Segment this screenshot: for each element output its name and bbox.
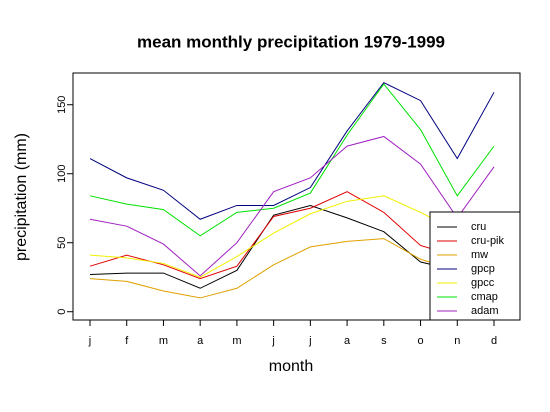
chart-title: mean monthly precipitation 1979-1999 [137,32,445,51]
legend-label: gpcp [471,263,495,275]
y-axis-label: precipitation (mm) [13,133,30,261]
x-tick-label: n [454,335,460,347]
series-line [89,191,495,280]
series-line [89,204,495,289]
x-tick-label: m [232,335,241,347]
x-tick-label: o [417,335,423,347]
x-tick-label: m [159,335,168,347]
x-tick-label: a [197,335,204,347]
series-line [89,238,495,299]
x-tick-label: j [308,335,311,347]
x-tick-label: s [381,335,387,347]
legend-label: gpcc [471,277,495,289]
x-tick-label: f [125,335,129,347]
y-tick-label: 50 [56,237,68,249]
x-axis-label: month [269,358,313,375]
series-line [89,195,495,278]
y-tick-label: 0 [56,309,68,315]
series-line [89,135,495,277]
legend-label: cru-pik [471,235,505,247]
x-tick-label: d [491,335,497,347]
plot-area [89,82,495,299]
x-tick-label: j [88,335,91,347]
y-tick-label: 150 [56,96,68,114]
legend-label: adam [471,305,499,317]
plot-frame [72,72,521,321]
x-tick-label: a [344,335,351,347]
legend-label: cmap [471,291,498,303]
legend: cru cru-pik mw gpcp gpcc cmap adam [429,211,521,321]
x-tick-label: j [271,335,274,347]
legend-label: mw [471,249,488,261]
legend-box [429,211,521,321]
series-line [89,82,495,220]
y-tick-label: 100 [56,165,68,183]
legend-label: cru [471,221,486,233]
series-line [89,83,495,237]
